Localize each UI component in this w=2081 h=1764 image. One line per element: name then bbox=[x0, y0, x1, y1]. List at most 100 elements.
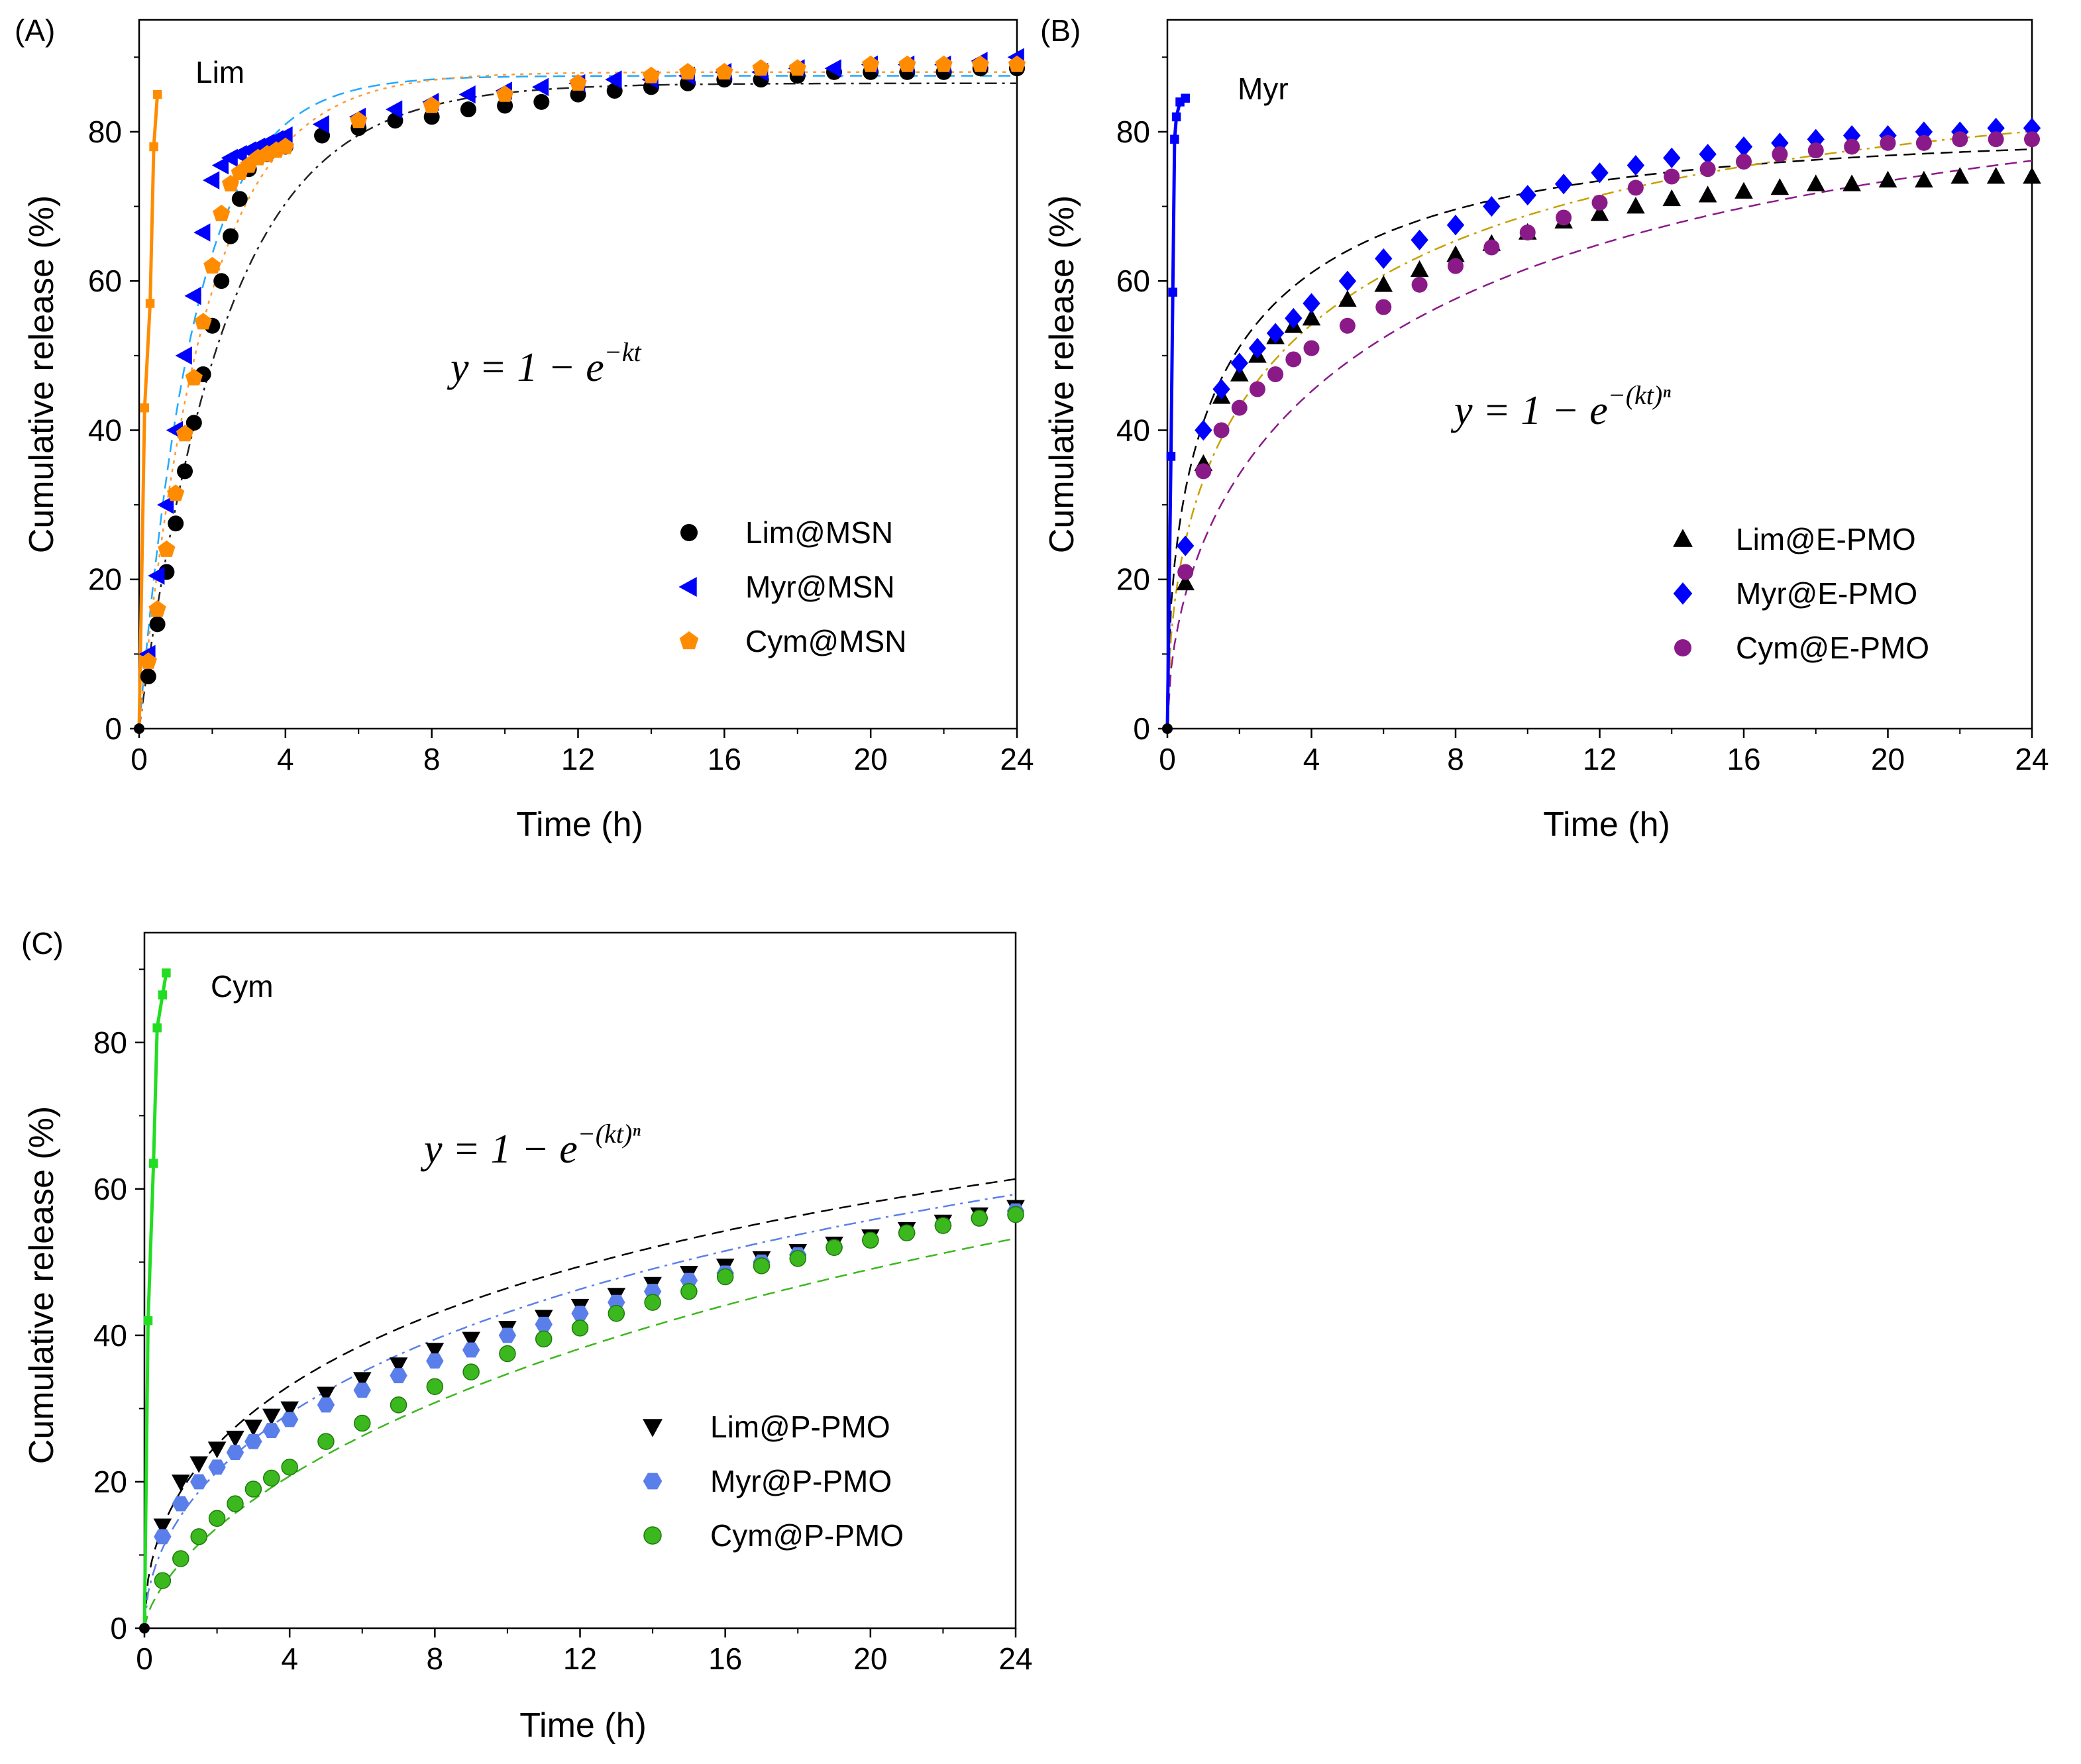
legend-label: Myr@MSN bbox=[745, 570, 895, 604]
cym-e-pmo-point bbox=[1267, 366, 1284, 382]
cym-e-pmo-point bbox=[1519, 225, 1536, 240]
cym-p-pmo-point bbox=[934, 1217, 952, 1234]
lim-p-pmo-point bbox=[171, 1475, 190, 1492]
cym-e-pmo-point bbox=[1177, 564, 1194, 580]
myr-e-pmo-point bbox=[1266, 323, 1285, 344]
lim-e-pmo-point bbox=[1806, 174, 1825, 191]
y-tick-label: 20 bbox=[1116, 562, 1150, 597]
panel-c-x-axis-label: Time (h) bbox=[519, 1706, 647, 1745]
cym-e-pmo-point bbox=[1952, 131, 1968, 148]
panel-a-annotation: Lim bbox=[195, 55, 244, 89]
cym-p-pmo-point bbox=[571, 1320, 589, 1337]
cym-p-pmo-point bbox=[426, 1378, 444, 1396]
lim-e-pmo-point bbox=[1662, 189, 1681, 207]
myr-msn-point bbox=[531, 78, 549, 97]
lim-p-pmo-point bbox=[462, 1331, 480, 1349]
lim-e-pmo-point bbox=[1878, 170, 1897, 187]
panel-b-y-axis-label: Cumulative release (%) bbox=[1043, 195, 1081, 553]
cym-e-pmo-point bbox=[1844, 138, 1860, 155]
cym-p-pmo-point bbox=[898, 1224, 916, 1241]
myr-e-pmo-point bbox=[1230, 352, 1248, 374]
y-tick-label: 0 bbox=[1133, 711, 1150, 746]
cym-msn-point bbox=[679, 63, 697, 80]
myr-msn-point bbox=[148, 566, 165, 585]
cym-e-pmo-point bbox=[1736, 154, 1752, 170]
legend-marker-myr-p-pmo bbox=[643, 1473, 663, 1490]
lim-msn-point bbox=[140, 668, 156, 685]
panel-a: (A) 0 4 8 12 16 20 24 0 20 40 60 80 Time (h) Cumula… bbox=[15, 13, 1034, 844]
myr-e-pmo-point bbox=[1338, 270, 1357, 291]
cym-e-pmo-point bbox=[1772, 146, 1788, 162]
lim-p-pmo-point bbox=[262, 1408, 281, 1426]
lim-msn-point bbox=[533, 93, 550, 110]
cym-p-pmo-point bbox=[281, 1459, 298, 1476]
x-tick-label: 0 bbox=[136, 1641, 153, 1676]
panel-b-formula: y = 1 − e−(kt)ⁿ bbox=[1450, 380, 1671, 433]
lim-p-pmo-point bbox=[280, 1401, 299, 1418]
free-myr-point bbox=[1181, 93, 1190, 103]
x-tick-label: 12 bbox=[563, 1641, 597, 1676]
cym-msn-point bbox=[276, 137, 294, 154]
cym-p-pmo-point bbox=[263, 1469, 280, 1487]
myr-p-pmo-point bbox=[154, 1529, 172, 1545]
cym-msn-point bbox=[158, 540, 176, 557]
lim-e-pmo-point bbox=[1734, 182, 1753, 199]
lim-msn-point bbox=[213, 273, 230, 289]
cym-p-pmo-point bbox=[462, 1363, 480, 1380]
cym-e-pmo-point bbox=[1231, 399, 1248, 416]
free-myr-point bbox=[1166, 452, 1176, 461]
myr-p-pmo-point bbox=[353, 1382, 371, 1398]
legend-marker-cym-p-pmo bbox=[643, 1526, 662, 1545]
myr-msn-point bbox=[386, 100, 403, 119]
myr-p-pmo-point bbox=[172, 1496, 189, 1512]
cym-e-pmo-point bbox=[1664, 168, 1680, 185]
myr-msn-point bbox=[824, 59, 841, 78]
free-cym-point bbox=[158, 990, 168, 1000]
myr-p-pmo-point bbox=[226, 1445, 244, 1461]
myr-e-pmo-point bbox=[1248, 337, 1267, 359]
x-tick-label: 16 bbox=[1727, 742, 1760, 776]
origin-point bbox=[139, 1623, 150, 1634]
myr-msn-point bbox=[184, 286, 201, 305]
panel-a-legend: Lim@MSN Myr@MSN Cym@MSN bbox=[678, 515, 906, 658]
panel-c-legend: Lim@P-PMO Myr@P-PMO Cym@P-PMO bbox=[643, 1410, 904, 1553]
y-tick-label: 80 bbox=[88, 115, 122, 149]
myr-e-pmo-point bbox=[1212, 378, 1230, 400]
cym-msn-point bbox=[194, 313, 212, 330]
legend-marker-cym-msn bbox=[679, 631, 699, 650]
x-tick-label: 8 bbox=[1447, 742, 1464, 776]
cym-e-pmo-point bbox=[1195, 463, 1212, 480]
cym-p-pmo-point bbox=[317, 1433, 335, 1450]
panel-c: (C) 0 4 8 12 16 20 24 0 20 40 60 80 Time (h) Cumula… bbox=[21, 926, 1033, 1745]
panel-b: (B) 0 4 8 12 16 20 24 0 20 40 60 80 Time (h) Cumula… bbox=[1040, 13, 2049, 844]
lim-p-pmo-point bbox=[425, 1343, 445, 1360]
panel-a-formula: y = 1 − e−kt bbox=[447, 337, 641, 390]
legend-label: Lim@MSN bbox=[745, 515, 893, 550]
fit-curve-cym-p-pmo bbox=[143, 1237, 1016, 1628]
myr-msn-point bbox=[157, 495, 174, 514]
x-tick-label: 24 bbox=[998, 1641, 1032, 1676]
lim-p-pmo-point bbox=[153, 1518, 172, 1535]
myr-p-pmo-point bbox=[280, 1412, 299, 1427]
cym-p-pmo-point bbox=[608, 1304, 625, 1322]
myr-p-pmo-point bbox=[462, 1342, 480, 1358]
lim-p-pmo-point bbox=[389, 1357, 408, 1375]
lim-e-pmo-point bbox=[1338, 289, 1357, 307]
panel-c-y-axis-label: Cumulative release (%) bbox=[23, 1106, 61, 1464]
free-lim-point bbox=[149, 142, 158, 152]
lim-msn-point bbox=[231, 191, 248, 207]
myr-msn-point bbox=[605, 70, 622, 89]
myr-p-pmo-point bbox=[317, 1397, 335, 1413]
lim-e-pmo-point bbox=[1176, 573, 1195, 591]
lim-msn-point bbox=[186, 415, 202, 431]
lim-e-pmo-point bbox=[1986, 167, 2005, 184]
panel-b-legend: Lim@E-PMO Myr@E-PMO Cym@E-PMO bbox=[1673, 522, 1929, 665]
cym-msn-point bbox=[148, 599, 166, 617]
lim-e-pmo-point bbox=[1302, 309, 1321, 326]
cym-e-pmo-point bbox=[1375, 299, 1392, 315]
myr-msn-point bbox=[211, 156, 229, 175]
cym-e-pmo-point bbox=[1303, 340, 1320, 356]
free-cym-point bbox=[143, 1316, 153, 1325]
cym-p-pmo-point bbox=[1007, 1206, 1024, 1223]
x-tick-label: 0 bbox=[1159, 742, 1176, 776]
